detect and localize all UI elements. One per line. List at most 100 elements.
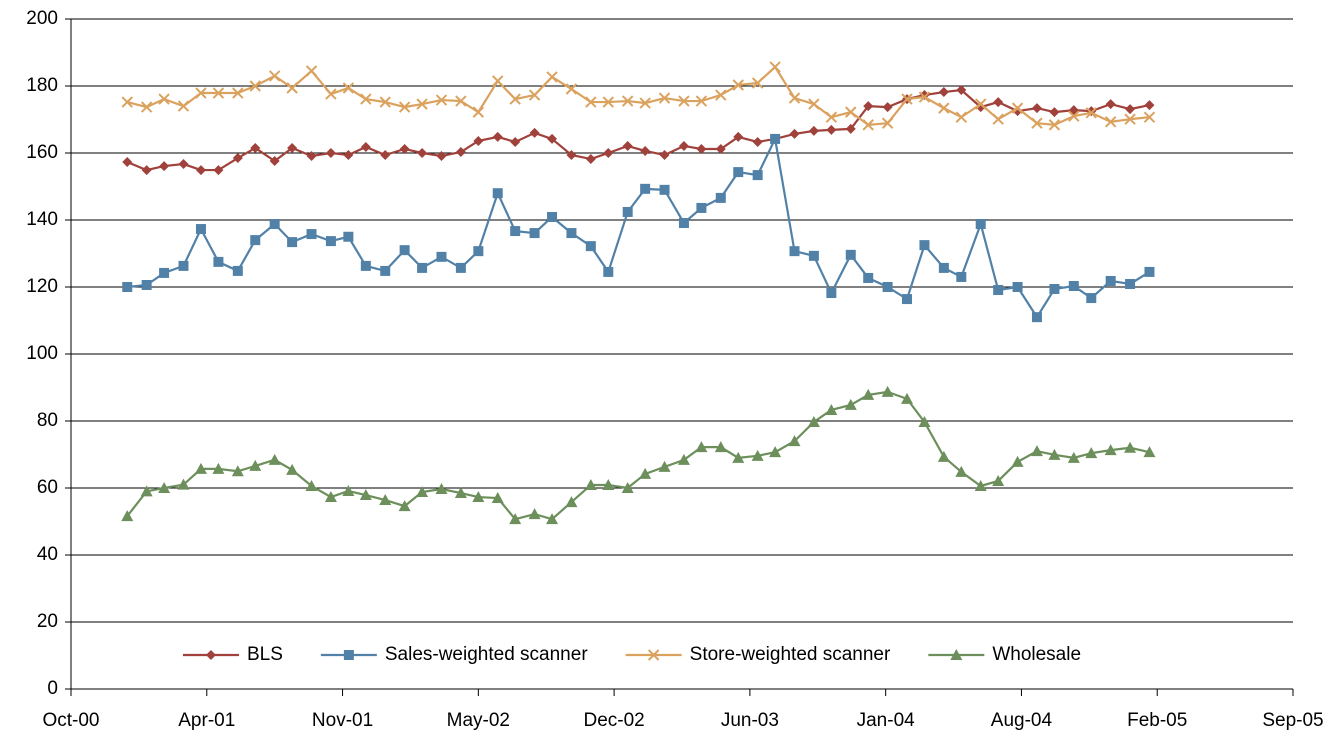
data-point — [159, 267, 170, 278]
data-point — [269, 156, 280, 167]
data-point — [602, 478, 615, 490]
data-point — [1030, 445, 1043, 457]
data-point — [510, 136, 521, 147]
data-point — [455, 95, 467, 107]
data-point — [435, 94, 448, 106]
data-point — [826, 288, 837, 299]
data-point — [788, 435, 801, 447]
data-point — [178, 159, 189, 170]
data-point — [359, 489, 372, 501]
data-point — [584, 478, 597, 490]
data-point — [566, 228, 577, 239]
data-point — [678, 218, 689, 229]
data-point — [882, 102, 893, 113]
data-point — [249, 80, 261, 92]
data-point — [752, 170, 763, 181]
data-point — [546, 513, 559, 525]
data-point — [1085, 107, 1097, 119]
data-point — [732, 79, 744, 91]
data-point — [902, 294, 913, 305]
data-point — [695, 441, 708, 453]
data-point — [603, 148, 614, 158]
data-point — [473, 246, 484, 257]
data-point — [178, 260, 189, 271]
y-tick-label: 200 — [26, 8, 58, 29]
data-point — [250, 142, 261, 153]
data-point — [769, 61, 781, 73]
data-point — [1068, 110, 1080, 122]
y-tick-label: 160 — [26, 142, 58, 163]
data-point — [510, 226, 521, 237]
data-point — [955, 111, 968, 123]
data-point — [808, 250, 819, 261]
legend-label: Store-weighted scanner — [690, 644, 891, 665]
data-point — [622, 206, 633, 217]
data-point — [565, 496, 578, 508]
data-point — [695, 95, 708, 107]
data-point — [416, 98, 428, 110]
data-point — [455, 262, 466, 273]
y-tick-label: 60 — [37, 477, 58, 498]
data-point — [472, 491, 485, 503]
legend-label: Sales-weighted scanner — [385, 644, 588, 665]
data-point — [714, 441, 727, 453]
data-point — [621, 95, 634, 107]
data-point — [306, 151, 317, 162]
data-point — [1143, 446, 1156, 458]
data-point — [454, 487, 467, 499]
data-point — [863, 272, 874, 283]
data-point — [121, 96, 133, 108]
data-point — [1124, 441, 1137, 453]
data-point — [286, 463, 299, 475]
data-point — [360, 260, 371, 271]
data-point — [1125, 104, 1136, 115]
data-point — [1049, 107, 1060, 118]
data-point — [268, 453, 281, 465]
y-tick-label: 80 — [37, 410, 58, 431]
y-tick-label: 40 — [37, 544, 58, 565]
data-point — [585, 154, 596, 165]
data-point — [305, 65, 318, 77]
data-point — [249, 459, 262, 471]
x-tick-label: Sep-05 — [1262, 710, 1323, 731]
data-point — [399, 143, 410, 154]
data-point — [1144, 100, 1155, 111]
data-point — [212, 87, 225, 99]
y-tick-label: 0 — [47, 678, 58, 699]
data-point — [808, 98, 820, 110]
data-point — [547, 211, 558, 222]
data-point — [325, 88, 337, 100]
data-point — [492, 188, 503, 199]
data-point — [232, 265, 243, 276]
data-point — [956, 85, 967, 96]
data-point — [528, 89, 541, 101]
data-point — [325, 148, 336, 158]
data-point — [399, 245, 410, 256]
data-point — [1085, 447, 1098, 459]
data-point — [1086, 293, 1097, 304]
x-tick-label: May-02 — [447, 710, 510, 731]
x-tick-label: Jun-03 — [721, 710, 779, 731]
data-point — [622, 140, 633, 151]
data-point — [286, 82, 298, 94]
legend-label: Wholesale — [992, 644, 1081, 665]
data-point — [585, 241, 596, 252]
data-point — [640, 183, 651, 194]
data-point — [268, 70, 281, 82]
data-point — [529, 228, 540, 239]
data-point — [379, 494, 392, 506]
legend-marker — [647, 649, 660, 661]
data-point — [603, 266, 614, 277]
data-point — [306, 229, 317, 240]
y-tick-label: 100 — [26, 343, 58, 364]
data-point — [1031, 117, 1043, 129]
data-point — [992, 113, 1004, 125]
data-point — [195, 224, 206, 235]
y-tick-label: 180 — [26, 75, 58, 96]
data-point — [380, 150, 391, 161]
data-point — [1068, 280, 1079, 291]
data-point — [435, 483, 448, 495]
data-point — [677, 453, 690, 465]
data-point — [509, 93, 521, 105]
data-point — [1049, 284, 1060, 295]
